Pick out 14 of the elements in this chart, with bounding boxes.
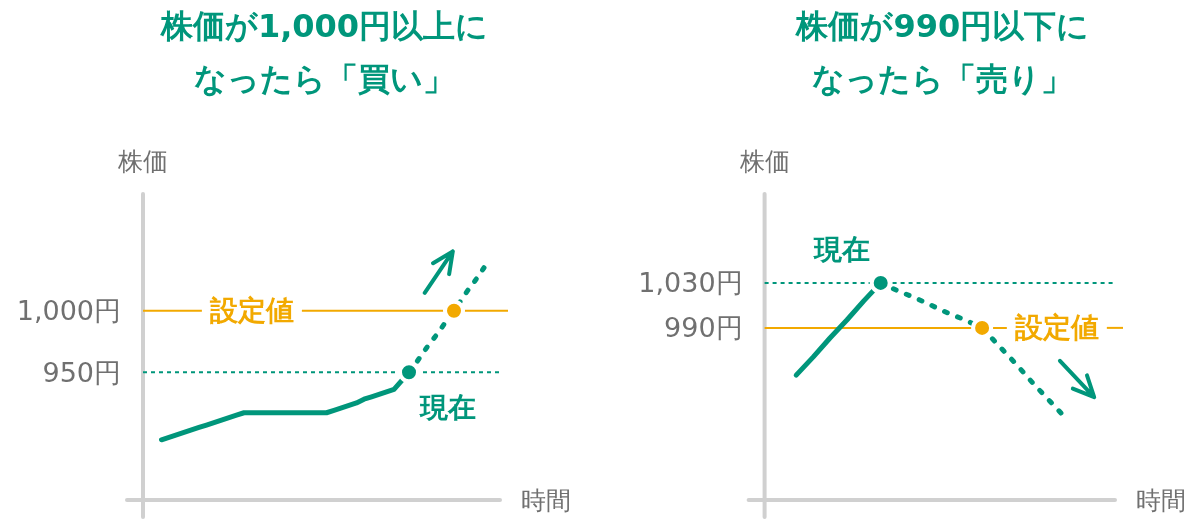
y-tick-label: 950円 [42,356,121,388]
ref-line-label: 設定値 [1013,311,1099,345]
y-tick-label: 1,000円 [16,295,121,327]
y-tick-label: 1,030円 [638,267,743,299]
series-label: 現在 [419,390,476,424]
x-axis-title: 時間 [1136,485,1186,515]
y-tick-label: 990円 [664,312,743,344]
y-axis-title: 株価 [117,146,168,176]
ref-line-label: 設定値 [208,294,294,328]
chart-title: 株価が1,000円以上になったら「買い」 [159,7,489,98]
x-axis-title: 時間 [521,485,571,515]
chart-title: 株価が990円以下になったら「売り」 [795,7,1090,98]
y-axis-title: 株価 [738,146,790,176]
series-label: 現在 [813,233,871,267]
